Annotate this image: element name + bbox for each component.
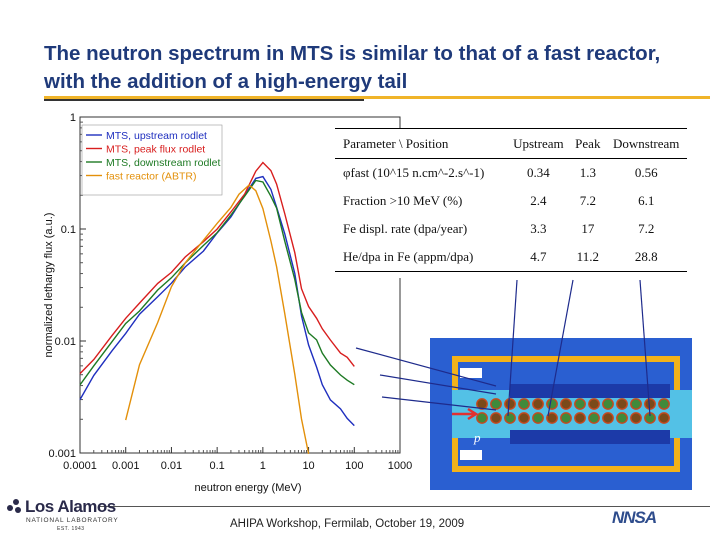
fuel-rodlet xyxy=(504,412,516,424)
table-cell-downstream: 7.2 xyxy=(638,221,655,236)
fuel-rodlet xyxy=(630,398,642,410)
fuel-rodlet xyxy=(588,412,600,424)
fuel-rodlet xyxy=(532,398,544,410)
series-line xyxy=(79,175,355,427)
table-cell-upstream: 2.4 xyxy=(530,193,547,208)
fuel-rodlet xyxy=(644,412,656,424)
x-axis-label: neutron energy (MeV) xyxy=(195,482,302,494)
lanl-logo-subtitle: NATIONAL LABORATORY xyxy=(26,517,119,524)
table-cell-peak: 17 xyxy=(581,221,595,236)
legend-entry: MTS, downstream rodlet xyxy=(106,157,220,169)
fuel-rodlet xyxy=(616,398,628,410)
legend-entry: fast reactor (ABTR) xyxy=(106,171,196,183)
table-header-upstream: Upstream xyxy=(506,128,571,159)
nnsa-logo: NNSA xyxy=(612,508,657,527)
fuel-rodlet xyxy=(532,412,544,424)
fuel-rodlet xyxy=(588,398,600,410)
x-tick-label: 1 xyxy=(260,460,266,472)
plot-frame xyxy=(79,116,401,454)
fuel-rodlet xyxy=(546,398,558,410)
lanl-logo-icon xyxy=(7,499,21,513)
x-tick-label: 0.01 xyxy=(161,460,182,472)
legend-box xyxy=(81,124,223,196)
fuel-rodlet xyxy=(658,412,670,424)
table-cell-param: Fe displ. rate (dpa/year) xyxy=(343,221,468,236)
table-cell-param: φfast (10^15 n.cm^-2.s^-1) xyxy=(343,165,485,180)
fuel-rodlet xyxy=(490,412,502,424)
y-tick-label: 0.001 xyxy=(48,448,76,460)
fuel-rodlet xyxy=(518,412,530,424)
title-dark-rule xyxy=(44,99,364,101)
title-accent-rule xyxy=(44,96,710,99)
parameter-table: Parameter \ Position Upstream Peak Downs… xyxy=(335,128,687,278)
fuel-rodlet xyxy=(658,398,670,410)
x-tick-label: 0.0001 xyxy=(63,460,97,472)
table-cell-upstream: 4.7 xyxy=(506,243,571,272)
y-tick-label: 0.01 xyxy=(55,336,76,348)
fuel-rodlet xyxy=(546,412,558,424)
fuel-rodlet xyxy=(602,412,614,424)
table-row: Fe displ. rate (dpa/year) 3.3 17 7.2 xyxy=(335,215,687,243)
table-header-parameter: Parameter \ Position xyxy=(335,128,507,159)
table-cell-peak: 11.2 xyxy=(570,243,606,272)
table-cell-upstream: 3.3 xyxy=(530,221,547,236)
x-tick-label: 10 xyxy=(302,460,314,472)
legend-entry: MTS, peak flux rodlet xyxy=(106,144,205,156)
x-tick-label: 1000 xyxy=(388,460,412,472)
table-cell-param: He/dpa in Fe (appm/dpa) xyxy=(335,243,507,272)
fuel-rodlet xyxy=(574,412,586,424)
table-row: Fraction >10 MeV (%) 2.4 7.2 6.1 xyxy=(335,187,687,215)
y-axis-label: normalized lethargy flux (a.u.) xyxy=(43,213,55,358)
footer-text: AHIPA Workshop, Fermilab, October 19, 20… xyxy=(230,518,465,530)
x-tick-label: 100 xyxy=(345,460,363,472)
table-header-downstream: Downstream xyxy=(605,128,687,159)
x-tick-label: 0.001 xyxy=(112,460,140,472)
fuel-rodlet xyxy=(630,412,642,424)
series-line xyxy=(79,161,355,375)
table-cell-param: Fraction >10 MeV (%) xyxy=(343,193,463,208)
table-cell-downstream: 6.1 xyxy=(638,193,655,208)
x-tick-label: 0.1 xyxy=(209,460,224,472)
table-row: He/dpa in Fe (appm/dpa) 4.7 11.2 28.8 xyxy=(335,243,687,272)
y-tick-label: 0.1 xyxy=(61,224,76,236)
lanl-logo-name: Los Alamos xyxy=(25,497,116,516)
fuel-rodlet xyxy=(504,398,516,410)
fuel-rodlet xyxy=(644,398,656,410)
slide-title: The neutron spectrum in MTS is similar t… xyxy=(44,42,661,93)
table-row: φfast (10^15 n.cm^-2.s^-1) 0.34 1.3 0.56 xyxy=(335,159,687,188)
table-cell-downstream: 28.8 xyxy=(605,243,687,272)
fuel-rodlet xyxy=(490,398,502,410)
fuel-rodlet xyxy=(616,412,628,424)
fuel-rodlet xyxy=(518,398,530,410)
fuel-rodlet xyxy=(560,398,572,410)
table-cell-upstream: 0.34 xyxy=(526,165,550,180)
fuel-rodlet xyxy=(602,398,614,410)
series-line xyxy=(125,184,310,455)
fuel-rodlet xyxy=(560,412,572,424)
table-cell-peak: 7.2 xyxy=(579,193,596,208)
footer-rule xyxy=(100,506,710,507)
target-cross-section-image: p xyxy=(430,338,692,490)
proton-beam-arrow-icon xyxy=(452,407,479,421)
proton-beam-label: p xyxy=(474,430,481,445)
lanl-logo-established: EST. 1943 xyxy=(57,526,85,532)
series-line xyxy=(79,179,355,386)
target-cross-section-drawing xyxy=(430,338,692,490)
fuel-rodlet xyxy=(476,398,488,410)
table-header-peak: Peak xyxy=(570,128,606,159)
legend-entry: MTS, upstream rodlet xyxy=(106,130,207,142)
table-cell-downstream: 0.56 xyxy=(634,165,658,180)
table-cell-peak: 1.3 xyxy=(579,165,596,180)
y-tick-label: 1 xyxy=(70,112,76,124)
fuel-rodlet xyxy=(476,412,488,424)
fuel-rodlet xyxy=(574,398,586,410)
